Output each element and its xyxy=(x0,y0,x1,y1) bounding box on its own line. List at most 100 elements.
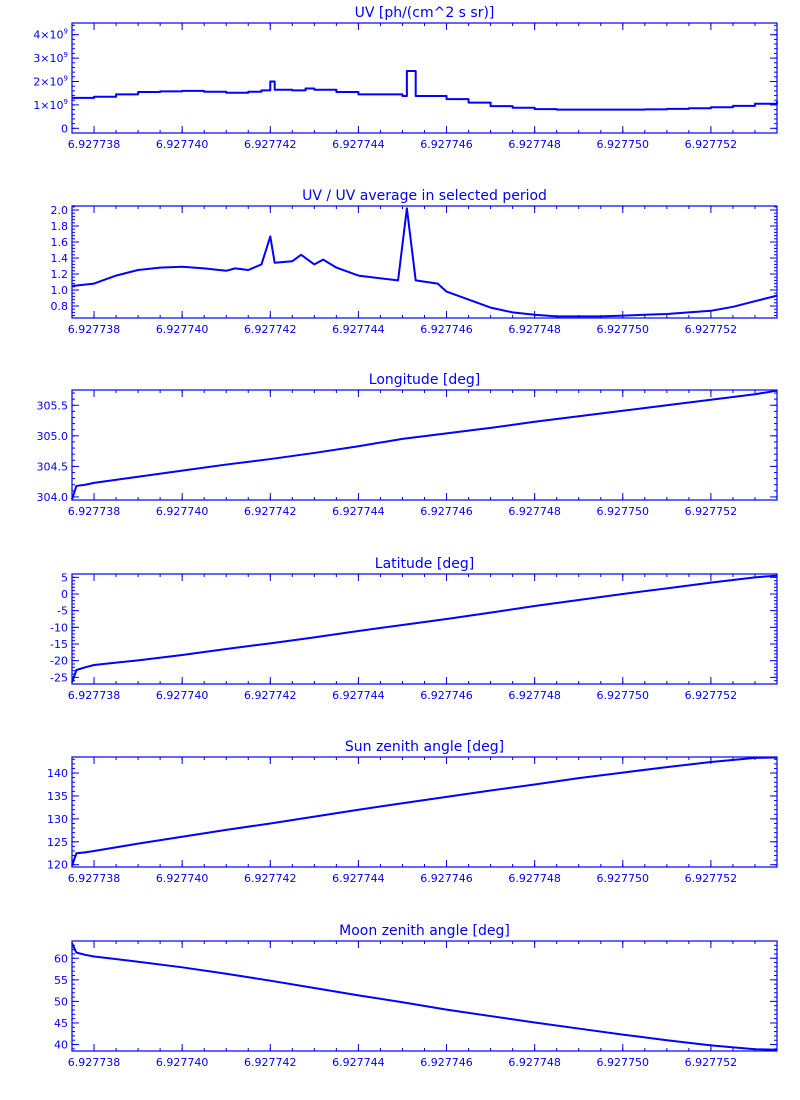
x-tick-label: 6.927748 xyxy=(508,872,561,885)
y-tick-mantissa: 305.0 xyxy=(37,430,69,443)
y-tick-mantissa: 0 xyxy=(61,122,68,135)
y-tick-label: 0.8 xyxy=(51,300,69,313)
y-tick-label: 45 xyxy=(54,1017,68,1030)
x-tick-label: 6.927746 xyxy=(420,505,473,518)
y-tick-mantissa: 1.6 xyxy=(51,236,69,249)
y-tick-label: 304.0 xyxy=(37,491,69,504)
y-tick-label: 2.0 xyxy=(51,204,69,217)
plot-frame xyxy=(71,940,778,1052)
y-tick-mantissa: 55 xyxy=(54,974,68,987)
y-tick-mantissa: -20 xyxy=(50,655,68,668)
y-tick-mantissa: 304.0 xyxy=(37,491,69,504)
y-tick-label: 130 xyxy=(47,813,68,826)
series-line-1 xyxy=(71,574,778,683)
x-tick-label: 6.927750 xyxy=(597,872,650,885)
y-tick-label: 1.0 xyxy=(51,284,69,297)
x-tick-label: 6.927742 xyxy=(244,689,297,702)
chart-panel-6: Moon zenith angle [deg] 6.927738 6.927740 6… xyxy=(54,923,778,1069)
x-tick-label: 6.927744 xyxy=(332,1056,385,1069)
y-tick-mantissa: 1.4 xyxy=(51,252,69,265)
x-tick-label: 6.927746 xyxy=(420,689,473,702)
x-tick-label: 6.927744 xyxy=(332,138,385,151)
y-tick-label: 40 xyxy=(54,1039,68,1052)
y-tick-label: 3×109 xyxy=(33,51,68,65)
x-tick-label: 6.927738 xyxy=(68,872,121,885)
x-tick-label: 6.927752 xyxy=(685,689,738,702)
x-tick-label: 6.927744 xyxy=(332,872,385,885)
y-tick-label: 4×109 xyxy=(33,28,68,42)
x-tick-label: 6.927752 xyxy=(685,138,738,151)
x-tick-label: 6.927740 xyxy=(156,689,209,702)
y-tick-label: 0 xyxy=(61,588,68,601)
x-tick-label: 6.927752 xyxy=(685,1056,738,1069)
x-tick-label: 6.927744 xyxy=(332,505,385,518)
plot-frame xyxy=(71,389,778,501)
x-tick-label: 6.927750 xyxy=(597,323,650,336)
chart-title: Sun zenith angle [deg] xyxy=(345,739,504,755)
y-tick-label: 1×109 xyxy=(33,98,68,112)
y-tick-label: 120 xyxy=(47,859,68,872)
y-tick-label: 0 xyxy=(61,122,68,135)
y-tick-label: -20 xyxy=(50,655,68,668)
y-tick-exponent: 9 xyxy=(64,98,68,106)
y-tick-mantissa: 140 xyxy=(47,767,68,780)
series-line-1 xyxy=(71,942,778,1051)
chart-title: UV / UV average in selected period xyxy=(302,188,547,204)
y-tick-mantissa: 135 xyxy=(47,790,68,803)
y-tick-mantissa: 3×10 xyxy=(33,52,63,65)
x-tick-label: 6.927740 xyxy=(156,505,209,518)
y-tick-mantissa: 5 xyxy=(61,571,68,584)
y-tick-mantissa: 1.0 xyxy=(51,284,69,297)
x-tick-label: 6.927738 xyxy=(68,1056,121,1069)
chart-panel-2: UV / UV average in selected period 6.9277… xyxy=(51,188,778,336)
x-tick-label: 6.927750 xyxy=(597,1056,650,1069)
x-tick-label: 6.927742 xyxy=(244,1056,297,1069)
y-tick-label: 55 xyxy=(54,974,68,987)
y-tick-mantissa: 130 xyxy=(47,813,68,826)
y-tick-label: 1.6 xyxy=(51,236,69,249)
x-tick-label: 6.927740 xyxy=(156,138,209,151)
chart-panel-4: Latitude [deg] 6.927738 6.927740 6.927742 6.… xyxy=(50,556,778,702)
x-tick-label: 6.927740 xyxy=(156,1056,209,1069)
y-tick-mantissa: 120 xyxy=(47,859,68,872)
y-tick-label: 50 xyxy=(54,995,68,1008)
y-tick-label: 304.5 xyxy=(37,460,69,473)
chart-title: UV [ph/(cm^2 s sr)] xyxy=(355,5,495,21)
x-tick-label: 6.927750 xyxy=(597,689,650,702)
x-tick-label: 6.927746 xyxy=(420,323,473,336)
x-tick-label: 6.927748 xyxy=(508,689,561,702)
x-tick-label: 6.927744 xyxy=(332,323,385,336)
chart-panel-5: Sun zenith angle [deg] 6.927738 6.927740 6.… xyxy=(47,739,778,885)
y-tick-exponent: 9 xyxy=(64,51,68,59)
y-tick-mantissa: 50 xyxy=(54,995,68,1008)
chart-title: Moon zenith angle [deg] xyxy=(339,923,510,939)
y-tick-mantissa: 40 xyxy=(54,1039,68,1052)
y-tick-label: 2×109 xyxy=(33,75,68,89)
x-tick-label: 6.927746 xyxy=(420,872,473,885)
chart-panel-3: Longitude [deg] 6.927738 6.927740 6.927742 6… xyxy=(37,372,778,518)
x-tick-label: 6.927740 xyxy=(156,872,209,885)
x-tick-label: 6.927738 xyxy=(68,689,121,702)
x-tick-label: 6.927742 xyxy=(244,505,297,518)
x-tick-label: 6.927748 xyxy=(508,505,561,518)
chart-title: Latitude [deg] xyxy=(375,556,474,572)
x-tick-label: 6.927738 xyxy=(68,505,121,518)
y-tick-label: -25 xyxy=(50,671,68,684)
x-tick-label: 6.927748 xyxy=(508,138,561,151)
x-tick-label: 6.927742 xyxy=(244,138,297,151)
y-tick-mantissa: 2×10 xyxy=(33,76,63,89)
x-tick-label: 6.927742 xyxy=(244,323,297,336)
x-tick-label: 6.927746 xyxy=(420,1056,473,1069)
plot-frame xyxy=(71,22,778,134)
y-tick-label: 60 xyxy=(54,952,68,965)
y-tick-mantissa: 0.8 xyxy=(51,300,69,313)
y-tick-mantissa: -25 xyxy=(50,671,68,684)
y-tick-exponent: 9 xyxy=(64,75,68,83)
y-tick-mantissa: 60 xyxy=(54,952,68,965)
y-tick-mantissa: -5 xyxy=(57,605,68,618)
series-line-1 xyxy=(71,389,778,500)
chart-panel-1: UV [ph/(cm^2 s sr)] 6.927738 6.927740 6.927… xyxy=(33,5,778,151)
x-tick-label: 6.927752 xyxy=(685,323,738,336)
x-tick-label: 6.927752 xyxy=(685,872,738,885)
